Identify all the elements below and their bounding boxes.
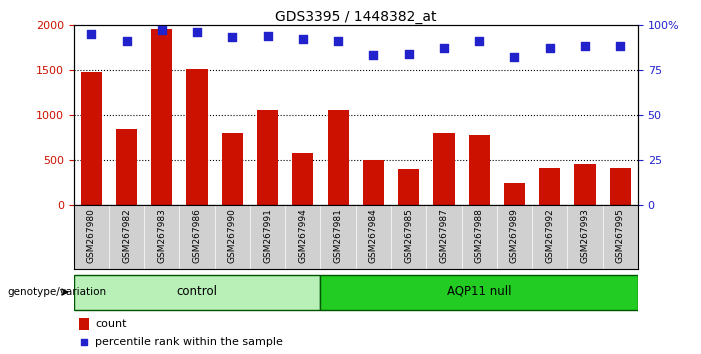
Point — [544, 45, 555, 51]
Text: GSM267990: GSM267990 — [228, 209, 237, 263]
Title: GDS3395 / 1448382_at: GDS3395 / 1448382_at — [275, 10, 437, 24]
Text: GSM267988: GSM267988 — [475, 209, 484, 263]
Point — [156, 27, 168, 33]
Point — [332, 38, 343, 44]
FancyBboxPatch shape — [74, 275, 320, 309]
Text: GSM267980: GSM267980 — [87, 209, 96, 263]
Point — [580, 44, 591, 49]
Bar — [433, 133, 454, 205]
Point — [121, 38, 132, 44]
Point — [79, 339, 90, 345]
Text: GSM267989: GSM267989 — [510, 209, 519, 263]
Point — [509, 55, 520, 60]
Text: GSM267983: GSM267983 — [157, 209, 166, 263]
Point — [297, 36, 308, 42]
Point — [262, 33, 273, 39]
Text: GSM267981: GSM267981 — [334, 209, 343, 263]
Bar — [116, 130, 137, 205]
Text: GSM267984: GSM267984 — [369, 209, 378, 263]
Text: percentile rank within the sample: percentile rank within the sample — [95, 337, 283, 347]
Point — [403, 51, 414, 57]
Text: GSM267994: GSM267994 — [299, 209, 307, 263]
Point — [474, 38, 485, 44]
Text: GSM267993: GSM267993 — [580, 209, 590, 263]
Text: GSM267992: GSM267992 — [545, 209, 554, 263]
Point — [438, 45, 449, 51]
Bar — [468, 135, 490, 205]
Bar — [610, 168, 631, 205]
Bar — [292, 153, 313, 205]
Text: GSM267986: GSM267986 — [193, 209, 202, 263]
Text: genotype/variation: genotype/variation — [7, 287, 106, 297]
Text: GSM267995: GSM267995 — [615, 209, 625, 263]
FancyBboxPatch shape — [320, 275, 638, 309]
Point — [191, 29, 203, 35]
Bar — [574, 164, 596, 205]
Bar — [257, 110, 278, 205]
Point — [226, 35, 238, 40]
Bar — [539, 168, 560, 205]
Bar — [81, 72, 102, 205]
Text: AQP11 null: AQP11 null — [447, 285, 512, 298]
Text: control: control — [177, 285, 217, 298]
Bar — [504, 183, 525, 205]
Text: GSM267985: GSM267985 — [404, 209, 413, 263]
Bar — [363, 160, 384, 205]
Text: GSM267991: GSM267991 — [263, 209, 272, 263]
Bar — [327, 110, 348, 205]
Bar — [186, 69, 207, 205]
Bar — [398, 169, 419, 205]
Text: GSM267987: GSM267987 — [440, 209, 449, 263]
Text: count: count — [95, 319, 127, 329]
Point — [615, 44, 626, 49]
Point — [368, 53, 379, 58]
Point — [86, 31, 97, 37]
Bar — [151, 29, 172, 205]
Bar — [79, 318, 90, 330]
Text: GSM267982: GSM267982 — [122, 209, 131, 263]
Bar — [222, 133, 243, 205]
